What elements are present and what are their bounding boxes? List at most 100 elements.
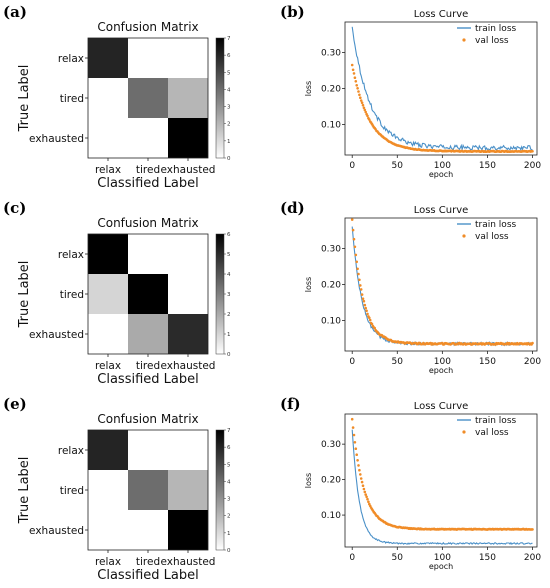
x-axis-label: Classified Label (97, 568, 198, 583)
colorbar-tick-label: 3 (227, 497, 231, 503)
colorbar-tick-label: 2 (227, 514, 231, 520)
matrix-cell-r0-c0 (88, 234, 128, 274)
x-axis-label: epoch (429, 366, 453, 375)
val-loss-point (364, 306, 367, 310)
x-axis-label: Classified Label (97, 176, 198, 191)
x-tick-label: 150 (479, 161, 496, 171)
val-loss-point (357, 464, 360, 467)
val-loss-point (359, 96, 362, 99)
panel-f: (f) Loss Curve 0 50 100 150 200 0.10 0.20 0.30 epo… (275, 392, 550, 588)
colorbar-tick-label: 4 (227, 87, 231, 93)
y-tick-label: 0.10 (321, 316, 341, 326)
val-loss-point (363, 303, 367, 307)
matrix-cell-r1-c0 (88, 274, 128, 314)
x-tick-label: 200 (524, 553, 541, 563)
loss-curve-b: (b) Loss Curve 0 50 100 150 200 0.10 0.20 0.30 epo… (280, 3, 541, 179)
legend-dot-swatch (462, 430, 466, 434)
val-loss-point (350, 63, 354, 67)
val-loss-point (354, 253, 358, 257)
y-tick-label: 0.20 (321, 476, 341, 486)
matrix-cell-r1-c1 (128, 274, 168, 314)
matrix-cell-r2-c2 (168, 510, 208, 550)
val-loss-point (354, 447, 358, 450)
val-loss-point (353, 441, 357, 444)
x-axis-label: epoch (429, 562, 453, 571)
loss-curve-d: (d) Loss Curve 0 50 100 150 200 0.10 0.20 0.30 epo… (280, 199, 541, 375)
x-tick-label: 50 (392, 553, 404, 563)
val-loss-point (350, 218, 354, 221)
x-tick-label: 200 (524, 357, 541, 367)
y-axis-label: loss (304, 277, 313, 292)
colorbar-tick-label: 0 (227, 352, 231, 358)
colorbar (215, 37, 225, 159)
y-tick-label: tired (60, 289, 84, 301)
colorbar-tick-label: 7 (227, 428, 231, 434)
val-loss-point (366, 497, 369, 501)
x-tick-label: 0 (349, 161, 355, 171)
val-loss-point (357, 90, 360, 93)
val-loss-point (368, 318, 372, 322)
matrix-cell-r0-c2 (168, 430, 208, 470)
y-axis-label: loss (304, 81, 313, 96)
val-loss-point (360, 480, 364, 484)
chart-title: Loss Curve (414, 401, 469, 412)
x-tick-label: relax (95, 360, 121, 372)
panel-d: (d) Loss Curve 0 50 100 150 200 0.10 0.20 0.30 epo… (275, 196, 550, 392)
panel-b: (b) Loss Curve 0 50 100 150 200 0.10 0.20 0.30 epo… (275, 0, 550, 196)
colorbar-tick-label: 1 (227, 531, 231, 537)
confusion-matrix-c: (c)Confusion Matrixrelaxtiredexhaustedre… (3, 199, 231, 387)
val-loss-point (357, 272, 360, 276)
panel-a: (a) Confusion Matrix relax tired exhausted re… (0, 0, 275, 196)
panel-label: (a) (3, 3, 27, 21)
x-tick-label: 0 (349, 357, 355, 367)
matrix-cell-r2-c0 (88, 314, 128, 354)
matrix-cell-r2-c0 (88, 118, 128, 158)
colorbar-tick-label: 3 (227, 292, 231, 298)
val-loss-point (368, 118, 371, 121)
colorbar-tick-label: 2 (227, 312, 231, 318)
val-loss-point (361, 484, 365, 487)
val-loss-point (362, 106, 366, 110)
x-tick-label: exhausted (161, 360, 216, 372)
val-loss-point (354, 80, 358, 83)
confusion-matrix-a: (a)Confusion Matrixrelaxtiredexhaustedre… (3, 3, 231, 191)
val-loss-point (361, 103, 365, 107)
colorbar (215, 233, 225, 355)
matrix-cell-r2-c1 (128, 510, 168, 550)
panel-e: (e) Confusion Matrix relax tired exhausted re… (0, 392, 275, 588)
train-loss-line (351, 429, 533, 545)
y-tick-label: exhausted (29, 525, 84, 537)
y-tick-label: 0.20 (321, 281, 341, 291)
matrix-cell-r1-c2 (168, 274, 208, 314)
legend-label: train loss (475, 416, 517, 426)
panel-label: (e) (3, 395, 27, 413)
panel-label: (f) (280, 395, 301, 413)
val-loss-point (352, 72, 356, 75)
val-loss-point (363, 108, 367, 112)
matrix-cell-r1-c0 (88, 470, 128, 510)
x-tick-label: relax (95, 556, 121, 568)
matrix-cell-r0-c1 (128, 38, 168, 78)
val-loss-point (356, 87, 359, 90)
x-tick-label: 100 (434, 161, 451, 171)
chart-title: Confusion Matrix (97, 412, 198, 426)
matrix-cell-r1-c1 (128, 78, 168, 118)
matrix-cell-r0-c2 (168, 38, 208, 78)
val-loss-point (365, 309, 368, 313)
val-loss-point (362, 487, 366, 491)
colorbar-tick-label: 7 (227, 36, 231, 42)
val-loss-point (352, 433, 356, 437)
colorbar-tick-label: 5 (227, 70, 231, 76)
x-tick-label: 50 (392, 161, 404, 171)
matrix-cell-r1-c1 (128, 470, 168, 510)
val-loss-point (353, 76, 357, 79)
plot-frame (344, 413, 538, 548)
y-tick-label: relax (58, 53, 84, 65)
val-loss-points (350, 417, 534, 531)
val-loss-points (350, 218, 534, 346)
panel-label: (b) (280, 3, 305, 21)
x-tick-label: 100 (434, 553, 451, 563)
panel-label: (c) (3, 199, 26, 217)
val-loss-point (368, 316, 371, 320)
val-loss-point (352, 237, 356, 241)
